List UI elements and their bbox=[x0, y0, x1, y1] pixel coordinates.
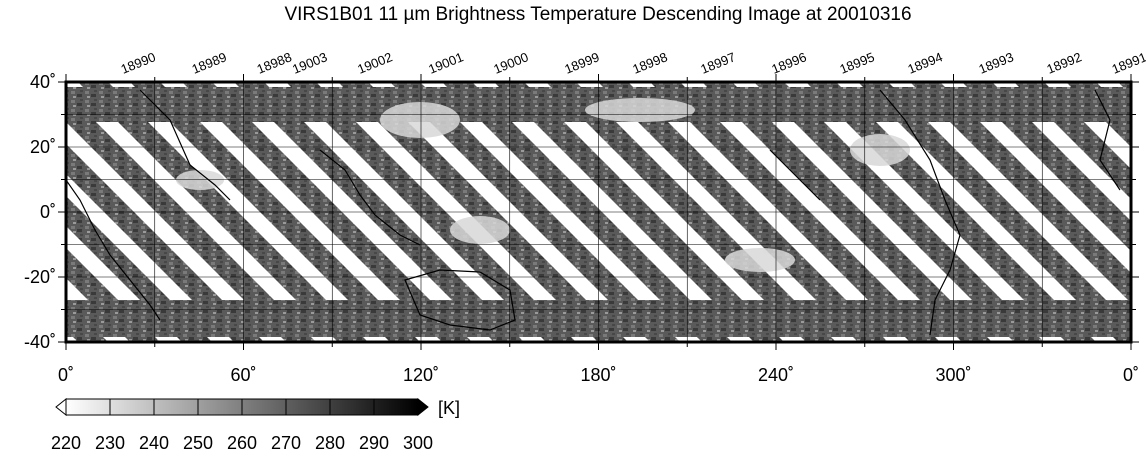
orbit-swath bbox=[1118, 82, 1131, 95]
orbit-number-label: 18996 bbox=[769, 49, 808, 76]
map-panel bbox=[0, 82, 1131, 342]
colorbar-tick-label: 280 bbox=[315, 433, 345, 453]
colorbar-tick-label: 240 bbox=[139, 433, 169, 453]
colorbar-tick-label: 220 bbox=[51, 433, 81, 453]
orbit-number-label: 18998 bbox=[630, 49, 669, 76]
orbit-swath bbox=[910, 82, 1131, 303]
lon-tick-label: 0˚ bbox=[1123, 365, 1139, 385]
lat-tick-label: 0˚ bbox=[40, 202, 56, 222]
orbit-number-label: 18995 bbox=[837, 49, 876, 76]
lon-tick-label: 180˚ bbox=[580, 365, 616, 385]
colorbar-high-arrow bbox=[417, 397, 429, 417]
map-title: VIRS1B01 11 µm Brightness Temperature De… bbox=[284, 4, 911, 25]
lat-tick-label: 40˚ bbox=[30, 72, 56, 92]
lat-tick-label: -40˚ bbox=[24, 332, 56, 352]
orbit-number-label: 18989 bbox=[190, 49, 229, 76]
lon-tick-label: 0˚ bbox=[58, 365, 74, 385]
colorbar-ticks bbox=[65, 399, 419, 415]
colorbar: 220 230 240 250 260 270 280 290 300 [K] bbox=[51, 397, 460, 453]
lon-tick-label: 240˚ bbox=[758, 365, 794, 385]
orbit-swath bbox=[66, 92, 316, 342]
colorbar-tick-label: 270 bbox=[271, 433, 301, 453]
colorbar-low-arrow bbox=[55, 397, 67, 417]
orbit-number-label: 19001 bbox=[426, 49, 465, 76]
latitude-tick-labels: 40˚ 20˚ 0˚ -20˚ -40˚ bbox=[24, 72, 56, 352]
orbit-swath bbox=[66, 196, 212, 342]
orbit-swath bbox=[0, 82, 4, 342]
map-gridlines bbox=[66, 82, 1131, 342]
orbit-swath bbox=[66, 144, 264, 342]
orbit-number-label: 19002 bbox=[355, 49, 394, 76]
orbit-number-label: 18991 bbox=[1110, 49, 1146, 76]
lon-tick-label: 60˚ bbox=[230, 365, 256, 385]
colorbar-tick-label: 250 bbox=[183, 433, 213, 453]
orbit-number-label: 18994 bbox=[906, 49, 945, 76]
orbit-number-label: 18993 bbox=[977, 49, 1016, 76]
colorbar-tick-label: 290 bbox=[359, 433, 389, 453]
orbit-number-label: 18988 bbox=[255, 49, 294, 76]
orbit-number-label: 19003 bbox=[290, 49, 329, 76]
orbit-swath bbox=[1014, 82, 1131, 199]
lat-tick-label: -20˚ bbox=[24, 267, 56, 287]
orbit-number-label: 18992 bbox=[1045, 49, 1084, 76]
continent-outlines bbox=[66, 89, 1121, 336]
colorbar-unit: [K] bbox=[438, 398, 460, 418]
orbit-swath bbox=[66, 300, 108, 342]
map-ticks bbox=[58, 74, 1139, 350]
colorbar-tick-labels: 220 230 240 250 260 270 280 290 300 bbox=[51, 433, 433, 453]
orbit-number-label: 18990 bbox=[119, 49, 158, 76]
lon-tick-label: 120˚ bbox=[403, 365, 439, 385]
orbit-number-label: 18997 bbox=[698, 49, 737, 76]
colorbar-tick-label: 230 bbox=[95, 433, 125, 453]
lat-tick-label: 20˚ bbox=[30, 137, 56, 157]
orbit-number-label: 18999 bbox=[562, 49, 601, 76]
colorbar-tick-label: 260 bbox=[227, 433, 257, 453]
longitude-tick-labels: 0˚ 60˚ 120˚ 180˚ 240˚ 300˚ 0˚ bbox=[58, 365, 1139, 385]
orbit-swath bbox=[962, 82, 1131, 251]
orbit-swath bbox=[66, 248, 160, 342]
orbit-number-label: 19000 bbox=[491, 49, 530, 76]
colorbar-tick-label: 300 bbox=[403, 433, 433, 453]
lon-tick-label: 300˚ bbox=[935, 365, 971, 385]
